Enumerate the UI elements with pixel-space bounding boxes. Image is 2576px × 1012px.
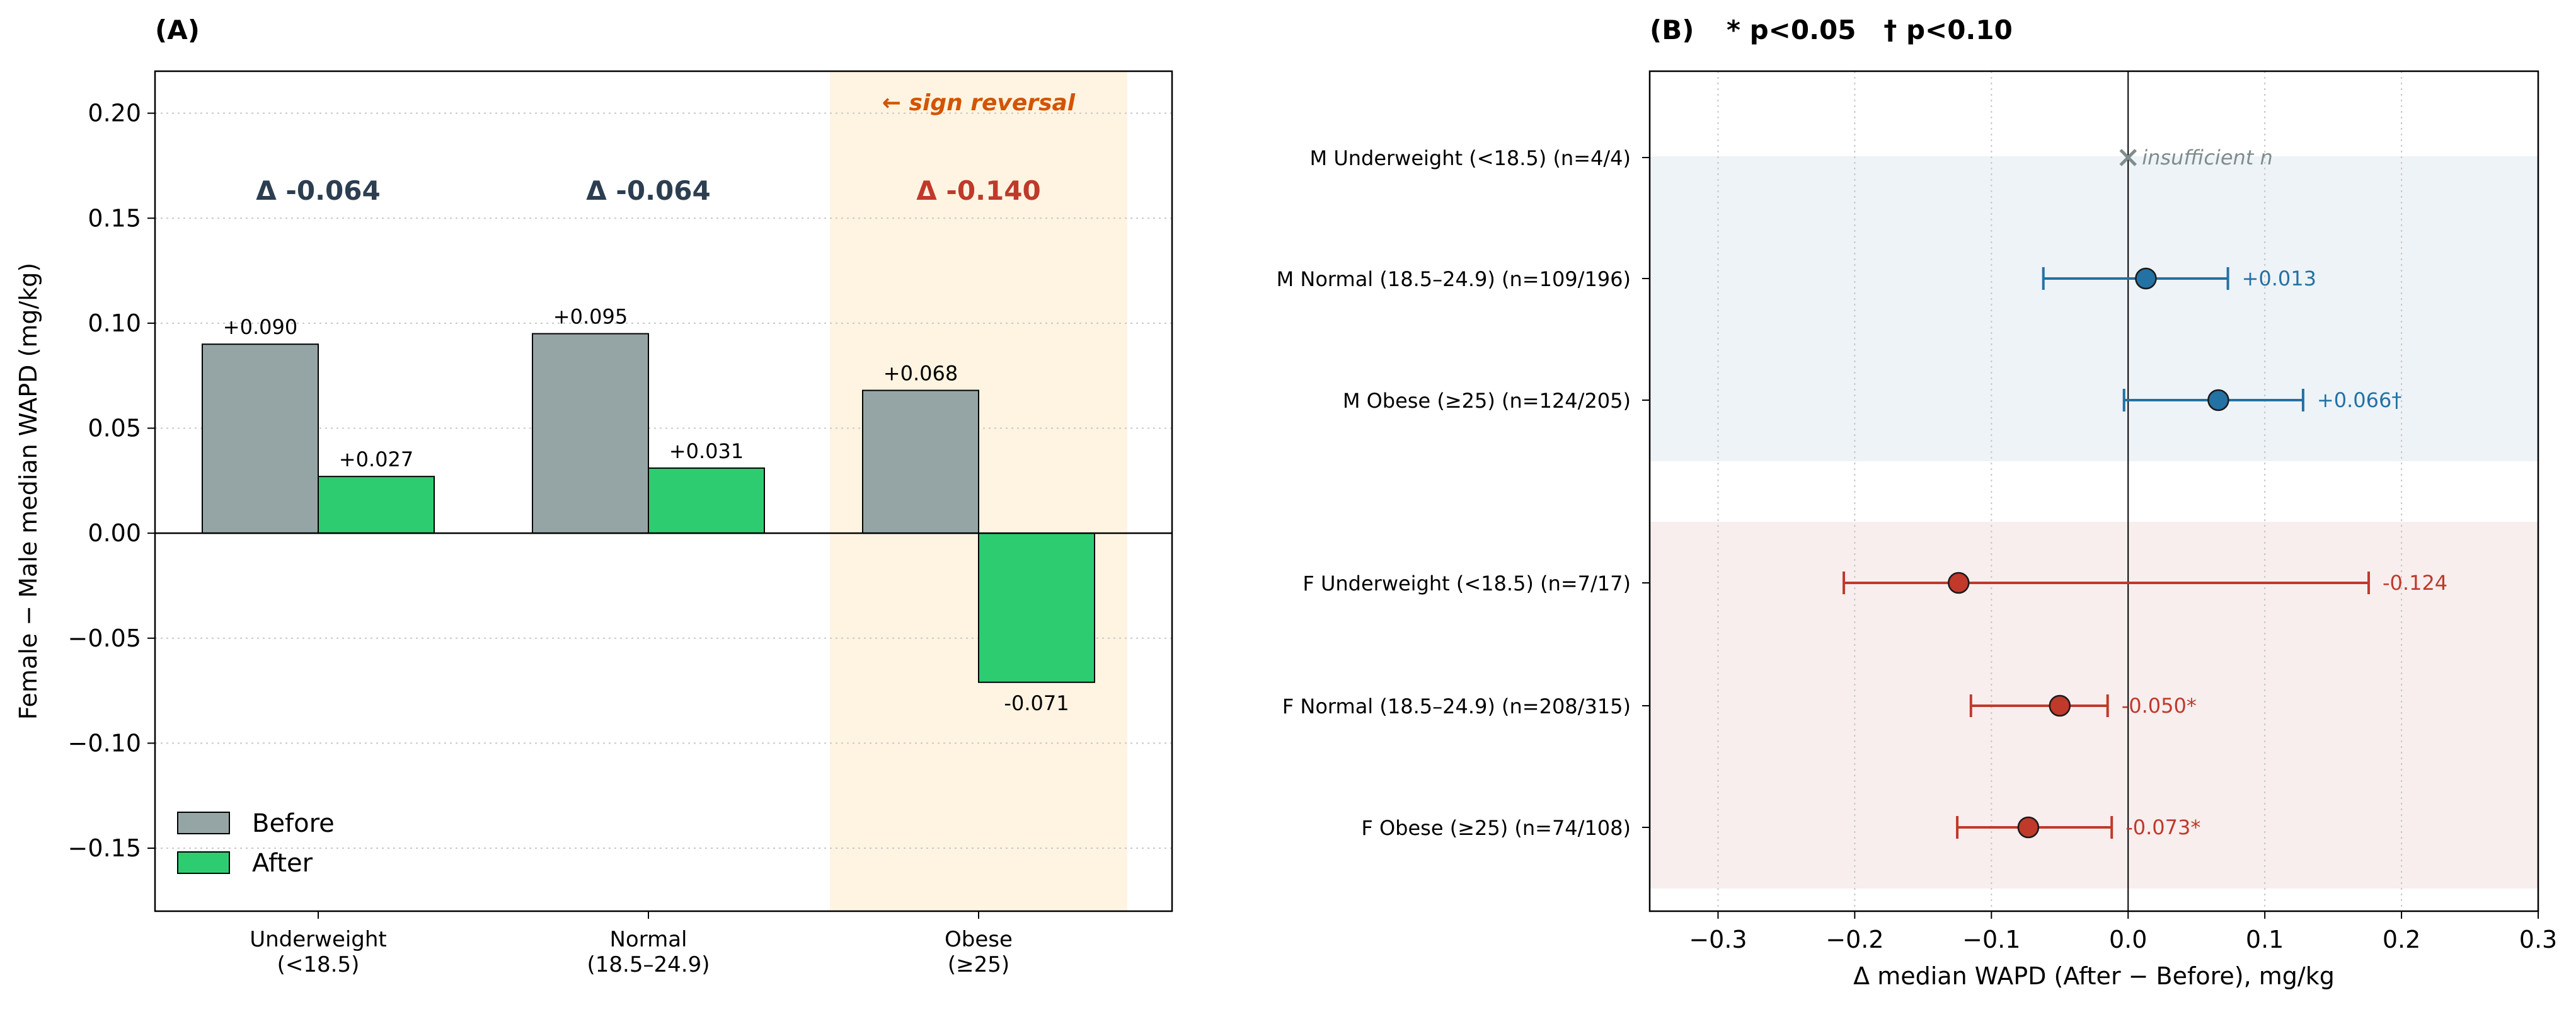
value-label: -0.073*	[2125, 815, 2200, 839]
x-axis-label: Δ median WAPD (After − Before), mg/kg	[1853, 962, 2335, 990]
y-tick-label: 0.05	[88, 415, 141, 442]
bar-value-label: +0.031	[669, 439, 744, 463]
x-category-sublabel: (18.5–24.9)	[587, 952, 710, 977]
point-estimate	[2017, 816, 2040, 839]
delta-label: Δ -0.064	[256, 175, 380, 206]
value-label: +0.013	[2242, 267, 2316, 290]
point-estimate	[1947, 572, 1970, 594]
bar-before	[532, 333, 649, 534]
x-category-label: Underweight	[250, 927, 387, 952]
bar-after	[648, 467, 765, 534]
insufficient-label: insufficient n	[2142, 146, 2273, 170]
y-tick-label: −0.10	[68, 729, 141, 757]
value-label: +0.066†	[2317, 388, 2401, 412]
insufficient-marker	[2119, 149, 2137, 166]
point-estimate	[2135, 267, 2157, 290]
bar-after	[978, 532, 1095, 683]
bar-value-label: +0.068	[883, 362, 958, 386]
legend-swatch-before	[177, 812, 230, 834]
row-label: M Underweight (<18.5) (n=4/4)	[1310, 146, 1631, 170]
y-tick-label: 0.20	[88, 100, 141, 127]
y-tick-label: −0.15	[68, 834, 141, 862]
bar-value-label: +0.095	[553, 305, 628, 329]
x-tick-label: 0.2	[2383, 926, 2420, 953]
point-estimate	[2049, 694, 2071, 717]
x-tick-label: −0.3	[1689, 926, 1747, 953]
y-axis-label: Female − Male median WAPD (mg/kg)	[14, 263, 42, 720]
annotation-sign-reversal: ← sign reversal	[882, 90, 1076, 116]
x-tick-label: −0.1	[1962, 926, 2020, 953]
point-estimate	[2207, 389, 2229, 411]
x-category-label: Normal	[609, 927, 687, 952]
value-label: -0.050*	[2122, 694, 2197, 718]
axes-frame-b	[1648, 70, 2539, 912]
bar-value-label: +0.027	[339, 447, 413, 471]
row-label: F Normal (18.5–24.9) (n=208/315)	[1282, 694, 1631, 718]
delta-label: Δ -0.064	[586, 175, 710, 206]
value-label: -0.124	[2383, 571, 2447, 595]
legend-label: Before	[252, 809, 335, 838]
x-tick-label: −0.2	[1826, 926, 1883, 953]
y-tick-label: 0.15	[88, 204, 141, 232]
panel-label-b: (B)	[1650, 14, 1694, 45]
legend-swatch-after	[177, 851, 230, 874]
row-label: M Obese (≥25) (n=124/205)	[1343, 389, 1631, 413]
bar-before	[862, 389, 979, 534]
y-tick-label: 0.00	[88, 519, 141, 547]
x-tick-label: 0.1	[2246, 926, 2284, 953]
group-band-male	[1650, 156, 2538, 461]
x-tick-label: 0.3	[2519, 926, 2557, 953]
row-label: F Underweight (<18.5) (n=7/17)	[1302, 572, 1631, 595]
y-tick-label: −0.05	[68, 624, 141, 652]
bar-after	[318, 476, 435, 534]
x-tick-label: 0.0	[2109, 926, 2147, 953]
bar-value-label: -0.071	[1004, 691, 1069, 715]
panel-title-b: * p<0.05 † p<0.10	[1727, 14, 2013, 45]
legend-label: After	[252, 849, 313, 878]
axes-frame-a	[154, 70, 1173, 912]
bar-before	[202, 343, 319, 534]
x-category-sublabel: (<18.5)	[277, 952, 360, 977]
x-category-label: Obese	[945, 927, 1013, 952]
delta-label: Δ -0.140	[916, 175, 1040, 206]
x-category-sublabel: (≥25)	[948, 952, 1009, 977]
y-tick-label: 0.10	[88, 309, 141, 337]
row-label: F Obese (≥25) (n=74/108)	[1361, 816, 1631, 840]
bar-value-label: +0.090	[223, 315, 297, 339]
panel-label-a: (A)	[155, 14, 200, 45]
row-label: M Normal (18.5–24.9) (n=109/196)	[1277, 267, 1631, 291]
